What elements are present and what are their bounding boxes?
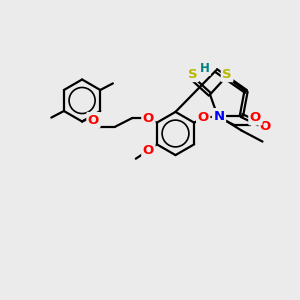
- Text: O: O: [198, 111, 209, 124]
- Text: S: S: [188, 68, 198, 81]
- Text: O: O: [260, 120, 271, 134]
- Text: O: O: [88, 113, 99, 127]
- Text: O: O: [143, 112, 154, 125]
- Text: O: O: [143, 144, 154, 157]
- Text: O: O: [250, 111, 261, 124]
- Text: N: N: [213, 110, 225, 123]
- Text: S: S: [222, 68, 232, 81]
- Text: H: H: [200, 61, 209, 75]
